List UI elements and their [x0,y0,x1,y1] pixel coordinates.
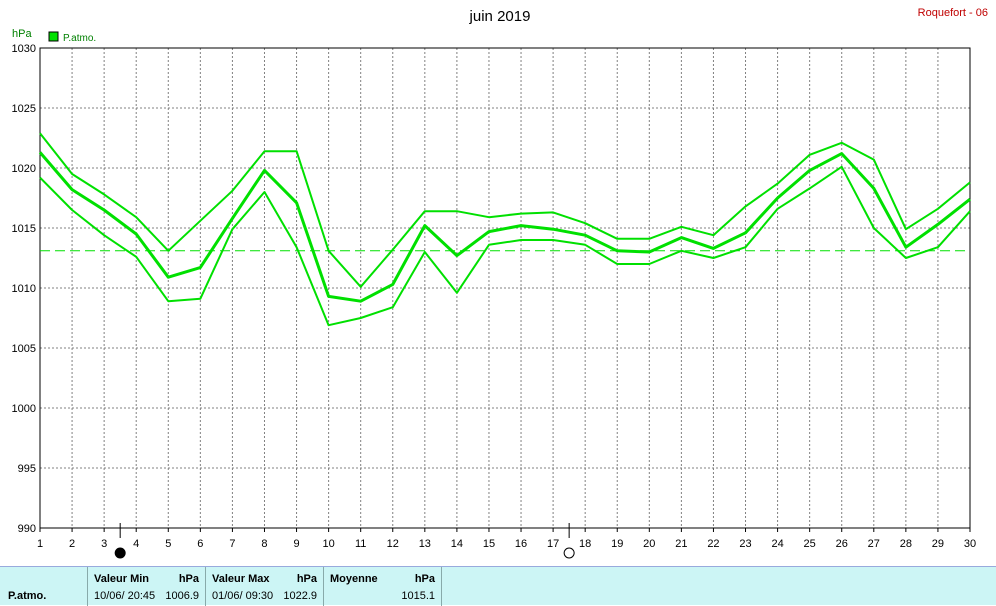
x-tick-label: 14 [451,538,463,550]
series-line-min [39,165,971,327]
x-tick-label: 2 [69,538,75,550]
series-line-max [39,132,971,288]
x-tick-label: 20 [643,538,655,550]
legend-label: P.atmo. [63,33,96,44]
series-lines [38,132,971,327]
y-tick-label: 1025 [12,103,36,115]
y-tick-label: 990 [18,523,36,535]
x-tick-label: 3 [101,538,107,550]
summary-bar: P.atmo. Valeur Min hPa 10/06/ 20:45 1006… [0,566,996,606]
summary-param-label: P.atmo. [8,590,47,602]
station-name: Roquefort - 06 [918,7,988,19]
y-tick-label: 1010 [12,283,36,295]
x-tick-label: 6 [197,538,203,550]
summary-avg-header: Moyenne [330,573,378,585]
summary-min-unit: hPa [178,573,199,585]
x-tick-label: 25 [804,538,816,550]
y-tick-label: 1000 [12,403,36,415]
x-tick-label: 26 [836,538,848,550]
summary-min-value: 1006.9 [165,590,199,602]
x-tick-label: 22 [707,538,719,550]
summary-param-cell: P.atmo. [0,567,88,606]
x-tick-label: 23 [739,538,751,550]
x-tick-label: 21 [675,538,687,550]
series-line-mean [38,151,971,303]
x-tick-label: 1 [37,538,43,550]
legend-swatch [48,31,59,42]
summary-max-date: 01/06/ 09:30 [212,590,274,602]
summary-max-value: 1022.9 [283,590,317,602]
new-moon-icon [114,547,126,559]
chart-title: juin 2019 [469,8,531,25]
x-tick-label: 7 [229,538,235,550]
x-tick-label: 9 [293,538,299,550]
x-tick-label: 30 [964,538,976,550]
summary-min-header: Valeur Min [94,573,150,585]
x-tick-label: 28 [900,538,912,550]
x-tick-label: 10 [322,538,334,550]
y-tick-label: 1005 [12,343,36,355]
y-tick-label: 995 [18,463,36,475]
chart: juin 2019 Roquefort - 06 hPa P.atmo. 990… [12,7,988,559]
x-tick-label: 29 [932,538,944,550]
moon-phases [114,523,575,559]
summary-max-cell: Valeur Max hPa 01/06/ 09:30 1022.9 [206,567,324,606]
x-tick-label: 19 [611,538,623,550]
x-tick-label: 4 [133,538,139,550]
x-tick-label: 5 [165,538,171,550]
summary-min-date: 10/06/ 20:45 [94,590,156,602]
x-tick-label: 11 [355,538,366,550]
summary-max-header: Valeur Max [212,573,270,585]
x-tick-label: 8 [261,538,267,550]
x-tick-label: 27 [868,538,880,550]
x-tick-label: 17 [547,538,559,550]
x-tick-label: 18 [579,538,591,550]
y-tick-label: 1020 [12,163,36,175]
full-moon-icon [563,547,575,559]
y-tick-label: 1030 [12,43,36,55]
summary-avg-unit: hPa [414,573,435,585]
x-tick-label: 15 [483,538,495,550]
x-tick-label: 13 [419,538,431,550]
summary-avg-cell: Moyenne hPa 1015.1 [324,567,442,606]
summary-min-cell: Valeur Min hPa 10/06/ 20:45 1006.9 [88,567,206,606]
x-tick-label: 12 [387,538,399,550]
summary-avg-value: 1015.1 [401,590,435,602]
y-axis-unit: hPa [12,28,32,40]
y-tick-label: 1015 [12,223,36,235]
x-tick-label: 16 [515,538,527,550]
x-tick-label: 24 [771,538,783,550]
grid [40,48,970,528]
summary-max-unit: hPa [296,573,317,585]
plot-frame [39,47,971,529]
